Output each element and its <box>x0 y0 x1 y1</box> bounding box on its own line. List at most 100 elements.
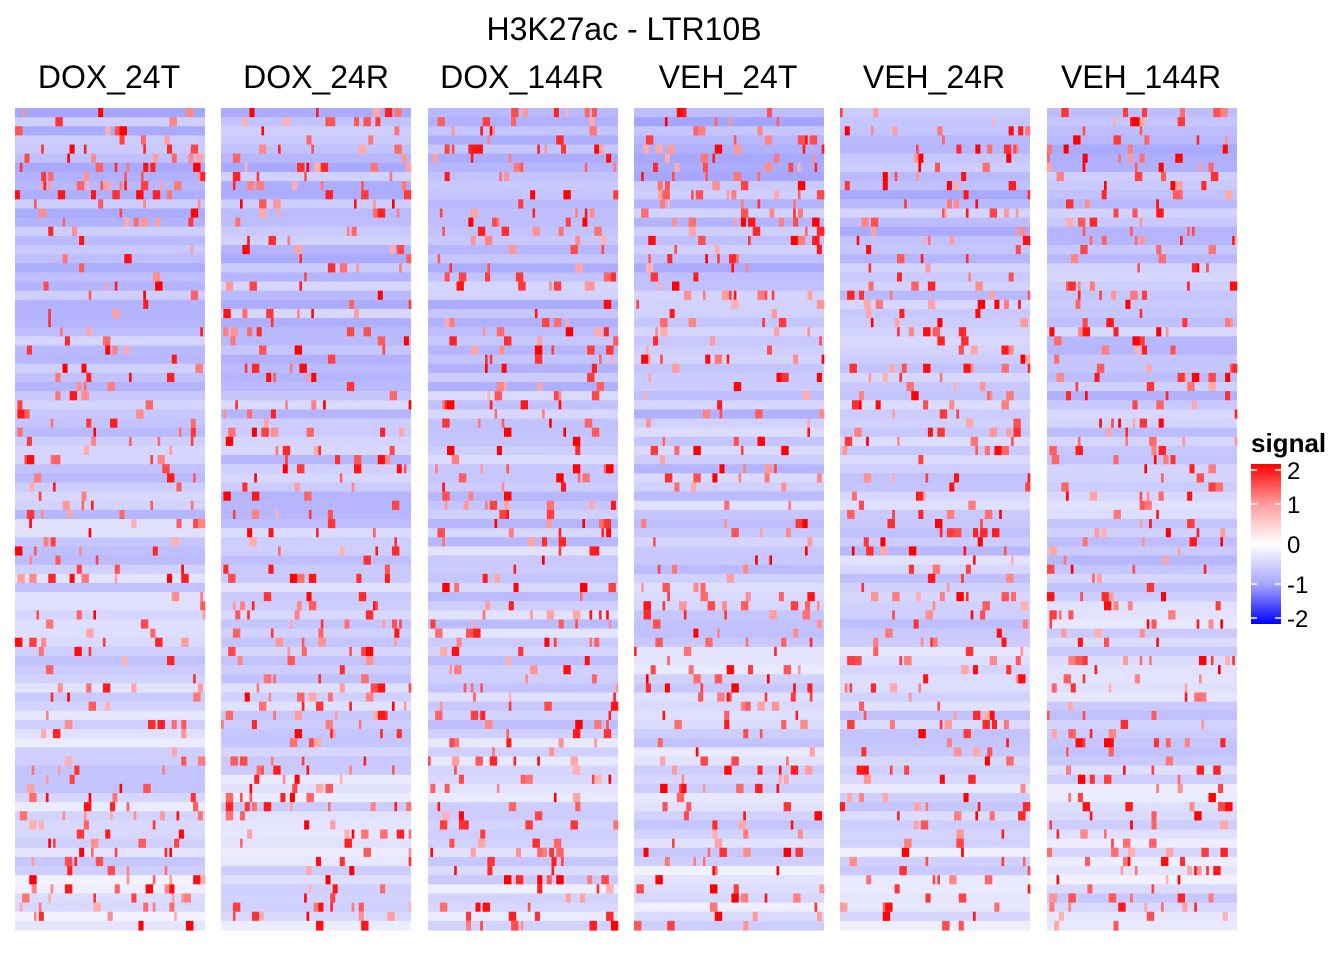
heatmap-cell <box>987 747 993 758</box>
heatmap-cell <box>1229 281 1238 292</box>
heatmap-cell <box>608 582 616 593</box>
heatmap-cell <box>1015 674 1019 684</box>
heatmap-cell <box>1187 382 1195 392</box>
heatmap-cell <box>558 400 562 410</box>
heatmap-cell <box>664 153 670 164</box>
heatmap-cell <box>847 290 855 301</box>
heatmap-cell <box>494 573 500 584</box>
heatmap-cell <box>1101 345 1110 356</box>
heatmap-cell <box>254 473 257 484</box>
heatmap-cell <box>989 427 998 438</box>
heatmap-cell <box>167 144 173 155</box>
heatmap-row <box>15 363 205 374</box>
heatmap-cell <box>1082 674 1086 684</box>
heatmap-cell <box>729 117 732 127</box>
heatmap-cell <box>989 208 998 219</box>
heatmap-cell <box>325 719 333 730</box>
heatmap-cell <box>556 135 564 146</box>
heatmap-row <box>15 546 205 557</box>
heatmap-cell <box>702 290 706 301</box>
heatmap-cell <box>816 911 822 922</box>
heatmap-row <box>1047 509 1237 520</box>
heatmap-cell <box>674 482 680 493</box>
heatmap-cell <box>1180 190 1183 200</box>
heatmap-cell <box>594 144 600 155</box>
heatmap-cell <box>866 245 872 255</box>
heatmap-cell <box>672 363 680 374</box>
heatmap-cell <box>1080 245 1088 255</box>
heatmap-cell <box>389 445 395 456</box>
heatmap-row <box>1047 546 1237 557</box>
heatmap-cell <box>365 656 374 666</box>
heatmap-cell <box>851 400 860 410</box>
heatmap-row <box>1047 281 1237 292</box>
heatmap-cell <box>197 811 203 821</box>
heatmap-cell <box>145 884 154 895</box>
heatmap-row <box>15 555 205 566</box>
heatmap-cell <box>534 308 538 319</box>
heatmap-cell <box>681 774 685 785</box>
heatmap-cell <box>672 171 675 182</box>
heatmap-row <box>15 354 205 365</box>
heatmap-cell <box>349 866 355 876</box>
heatmap-cell <box>45 665 54 675</box>
heatmap-row <box>428 509 618 520</box>
heatmap-row <box>634 464 824 474</box>
heatmap-cell <box>178 829 184 840</box>
heatmap-cell <box>584 281 588 292</box>
heatmap-cell <box>1127 153 1133 164</box>
panel-labels: DOX_24T DOX_24R DOX_144R VEH_24T VEH_24R… <box>38 59 1221 95</box>
heatmap-cell <box>591 391 600 401</box>
heatmap-cell <box>965 418 974 429</box>
heatmap-cell <box>499 345 505 356</box>
heatmap-cell <box>1047 564 1055 575</box>
heatmap-cell <box>1199 162 1202 173</box>
heatmap-row <box>634 299 824 310</box>
heatmap-cell <box>511 108 519 118</box>
heatmap-cell <box>863 710 867 721</box>
heatmap-cell <box>854 427 862 438</box>
heatmap-row <box>840 701 1030 712</box>
heatmap-cell <box>937 875 941 885</box>
heatmap-row <box>634 327 824 337</box>
heatmap-cell <box>1020 354 1026 365</box>
heatmap-cell <box>572 793 581 803</box>
heatmap-cell <box>610 500 616 511</box>
heatmap-cell <box>641 171 644 182</box>
heatmap-cell <box>193 519 199 529</box>
heatmap-row <box>221 126 411 136</box>
heatmap-row <box>221 811 411 821</box>
heatmap-cell <box>989 656 998 666</box>
heatmap-cell <box>875 400 881 410</box>
heatmap-cell <box>86 372 92 383</box>
heatmap-cell <box>740 601 749 611</box>
heatmap-cell <box>648 254 651 264</box>
heatmap-row <box>634 519 824 529</box>
heatmap-cell <box>693 582 699 593</box>
heatmap-cell <box>937 427 945 438</box>
heatmap-cell <box>1003 299 1009 310</box>
heatmap-cell <box>606 911 614 922</box>
heatmap-cell <box>496 327 505 337</box>
heatmap-row <box>428 217 618 228</box>
heatmap-cell <box>1013 427 1021 438</box>
heatmap-cell <box>439 646 448 657</box>
heatmap-cell <box>885 902 893 913</box>
heatmap-cell <box>69 573 75 584</box>
heatmap-row <box>428 418 618 429</box>
heatmap-row <box>15 637 205 648</box>
heatmap-cell <box>190 500 194 511</box>
heatmap-row <box>840 372 1030 383</box>
heatmap-cell <box>200 601 206 611</box>
heatmap-cell <box>844 126 850 136</box>
heatmap-row <box>15 893 205 904</box>
heatmap-row <box>840 391 1030 401</box>
heatmap-cell <box>683 290 692 301</box>
heatmap-cell <box>278 144 281 155</box>
heatmap-cell <box>159 811 165 821</box>
heatmap-cell <box>918 729 926 739</box>
heatmap-cell <box>124 254 132 264</box>
heatmap-cell <box>1220 783 1224 794</box>
heatmap-cell <box>487 856 495 867</box>
heatmap-cell <box>537 756 540 767</box>
